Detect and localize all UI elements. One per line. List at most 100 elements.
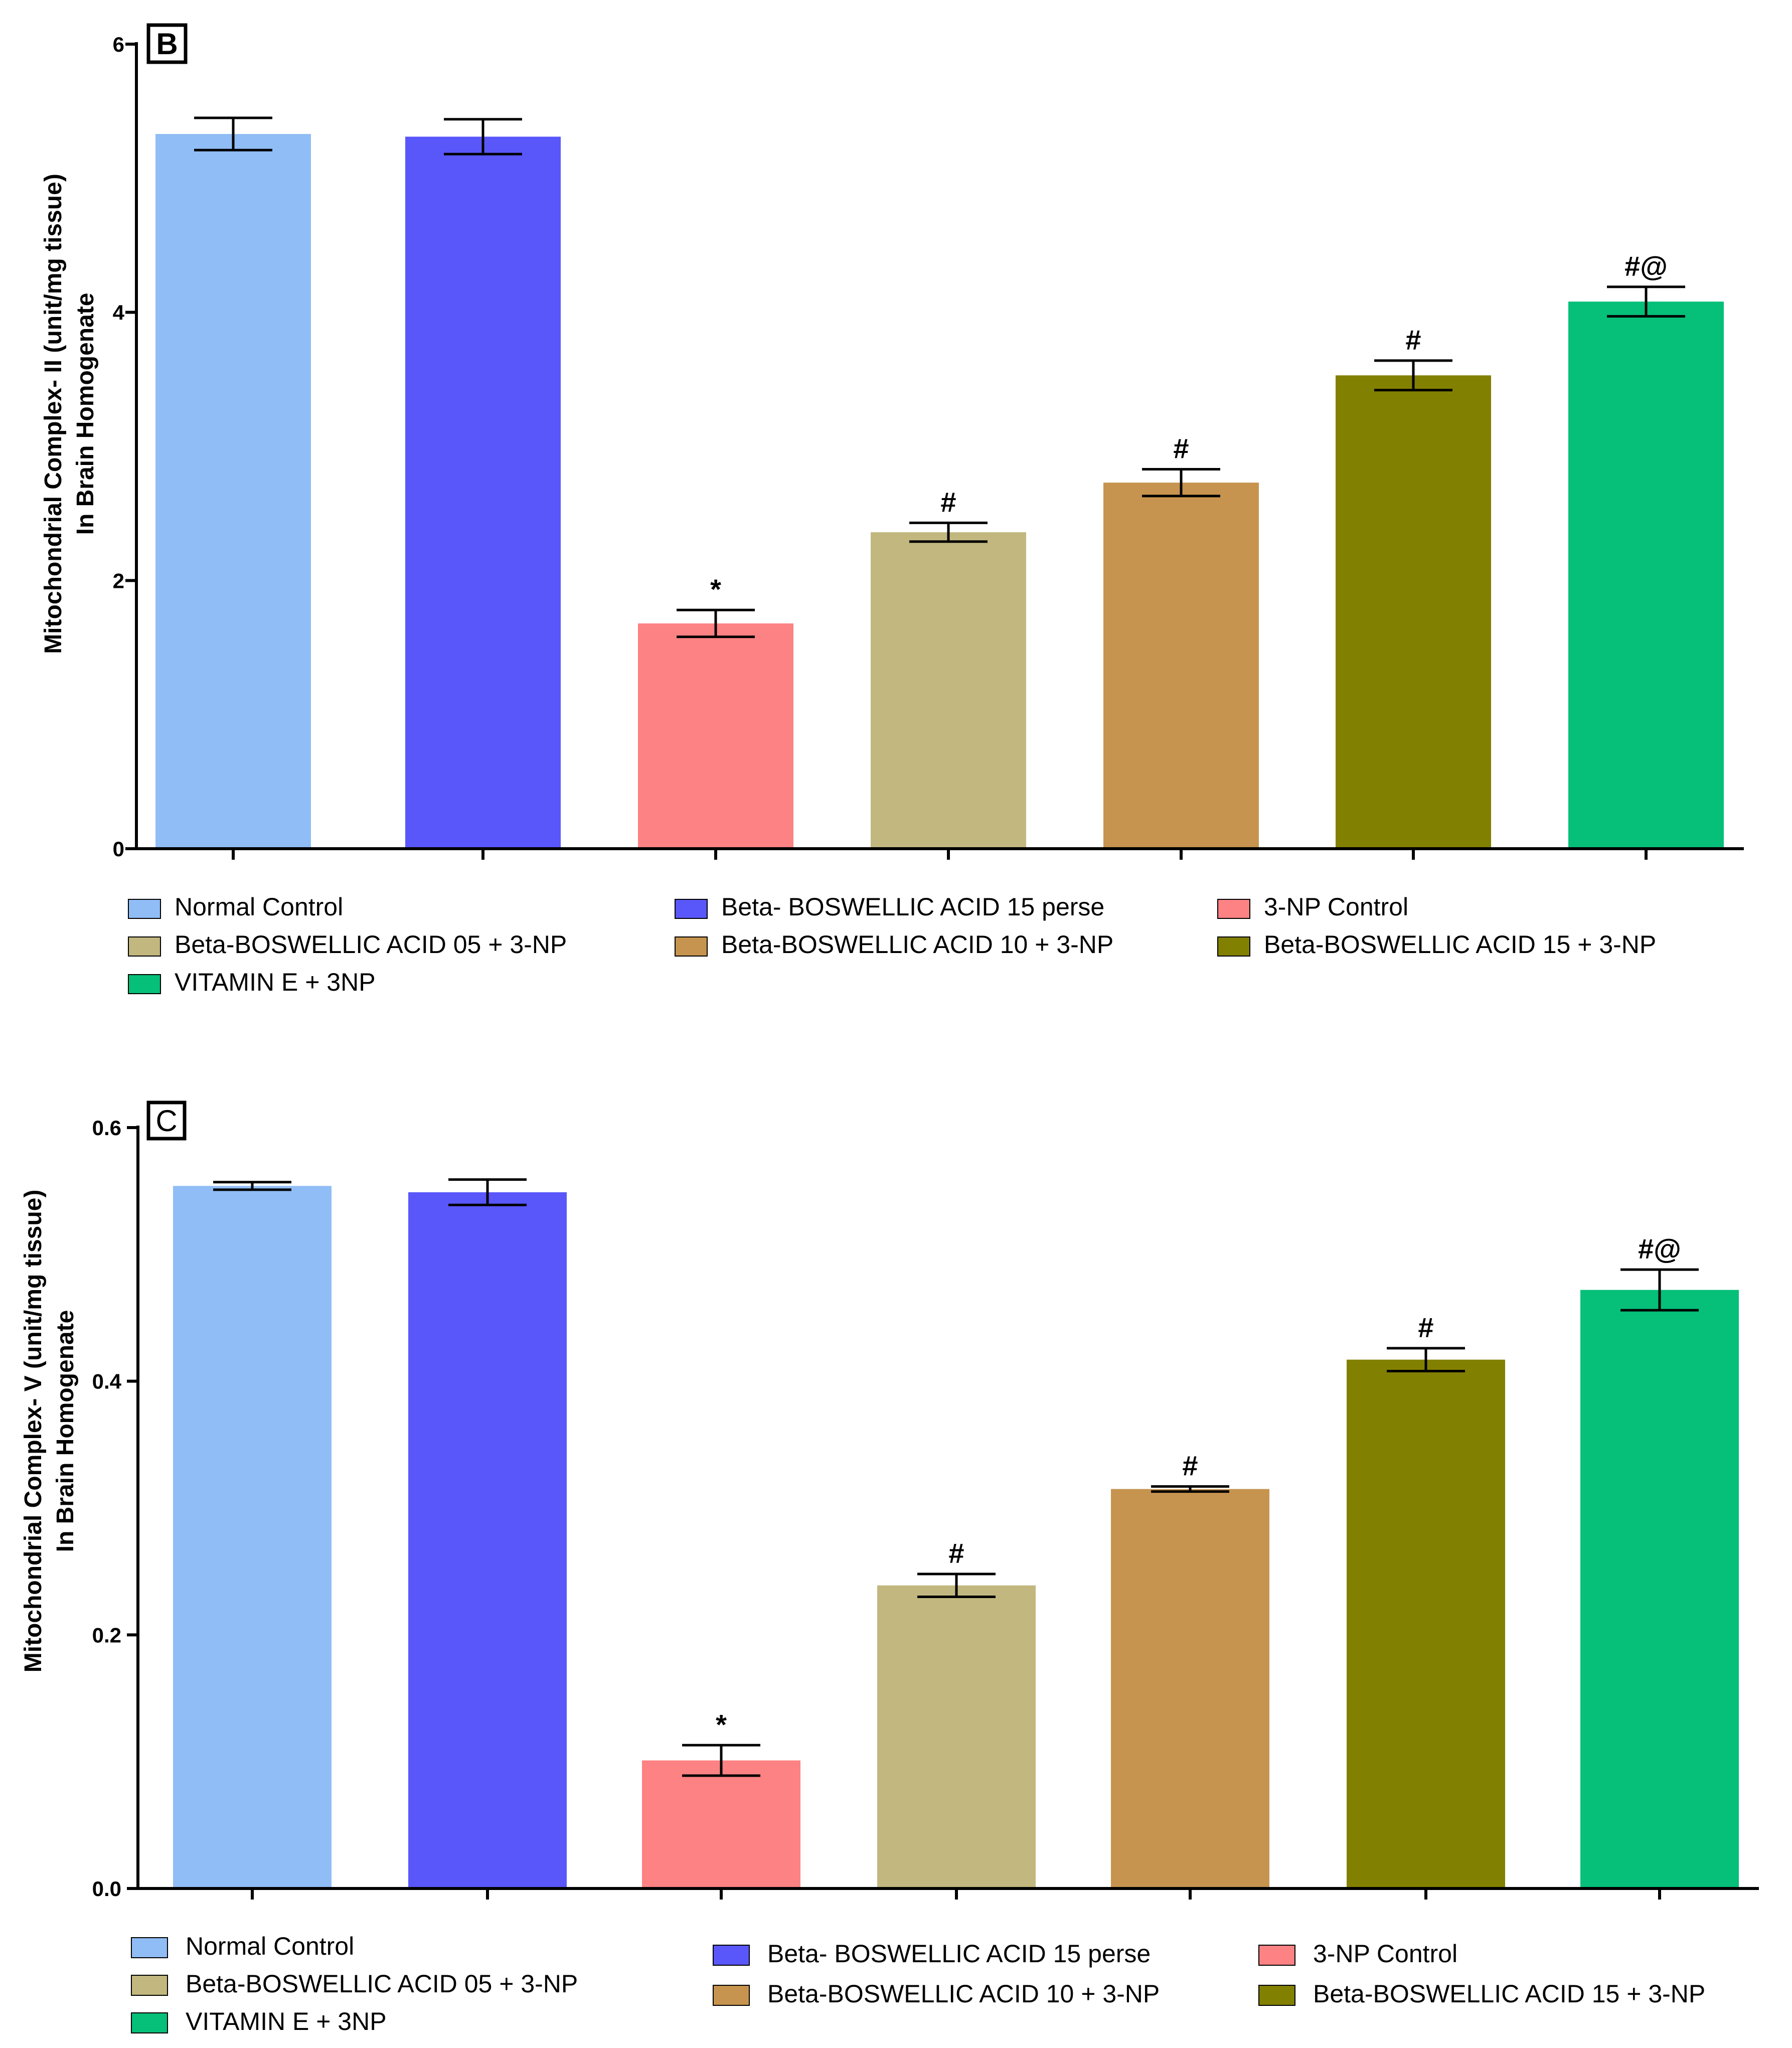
panel-b-legend: Normal Control Beta- BOSWELLIC ACID 15 pe…: [128, 893, 1656, 996]
panel-c-error-bar-1: [213, 1181, 291, 1191]
panel-b-legend-item-4: Beta-BOSWELLIC ACID 05 + 3-NP: [128, 930, 567, 959]
panel-c-label: C: [155, 1104, 177, 1138]
panel-b-y-tick-label-2: 4: [113, 301, 125, 325]
panel-c-bar-5: [1111, 1489, 1269, 1888]
panel-c-legend-item-2: Beta- BOSWELLIC ACID 15 perse: [713, 1940, 1151, 1968]
panel-c-y-tick-label-1: 0.2: [92, 1623, 121, 1647]
panel-c-legend-swatch-5: [713, 1985, 750, 2006]
panel-b-error-bar-3: [677, 608, 755, 639]
panel-c-y-tick-label-3: 0.6: [92, 1116, 121, 1140]
panel-b-significance-6: #: [1405, 324, 1421, 356]
panel-b-legend-label-4: Beta-BOSWELLIC ACID 05 + 3-NP: [175, 930, 567, 959]
panel-c-error-bar-6: [1387, 1347, 1465, 1372]
panel-c-error-bar-5: [1151, 1485, 1229, 1493]
panel-c-legend-swatch-7: [131, 2012, 168, 2033]
panel-c-error-bar-4: [917, 1572, 996, 1598]
panel-b-y-tick-label-3: 6: [113, 33, 124, 56]
panel-c-legend-label-3: 3-NP Control: [1313, 1940, 1457, 1968]
panel-c-legend-label-5: Beta-BOSWELLIC ACID 10 + 3-NP: [767, 1980, 1160, 2008]
panel-b-error-bar-6: [1374, 359, 1452, 392]
panel-b-legend-label-5: Beta-BOSWELLIC ACID 10 + 3-NP: [721, 930, 1113, 959]
panel-b-legend-label-7: VITAMIN E + 3NP: [175, 968, 376, 996]
panel-b-y-tick-label-1: 2: [113, 569, 124, 592]
panel-c-bar-1: [173, 1186, 332, 1888]
panel-b-legend-swatch-4: [128, 936, 161, 957]
panel-c-bar-6: [1347, 1359, 1505, 1888]
panel-b-y-tick-label-0: 0: [113, 837, 124, 861]
panel-b-significance-7: #@: [1624, 250, 1668, 282]
panel-b-legend-swatch-2: [675, 899, 708, 919]
panel-b-error-bar-7: [1607, 285, 1685, 318]
panel-b-label-box: [146, 23, 188, 64]
panel-c-error-bar-3: [682, 1744, 760, 1777]
panel-c-legend-swatch-6: [1258, 1985, 1295, 2006]
panel-c-error-bar-2: [448, 1178, 527, 1206]
panel-c-plot-area: * # # # #@ 0.0 0.2 0.4 0.6: [92, 1116, 1759, 1901]
panel-c-legend-swatch-3: [1258, 1945, 1295, 1966]
panel-c-legend-item-4: Beta-BOSWELLIC ACID 05 + 3-NP: [131, 1970, 578, 1998]
panel-b-bar-4: [871, 532, 1026, 849]
panel-c-chart: C Mitochondrial Complex- V (unit/mg tiss…: [20, 1100, 1759, 2035]
panel-b-legend-label-2: Beta- BOSWELLIC ACID 15 perse: [721, 893, 1104, 921]
panel-b-significance-3: *: [710, 573, 721, 605]
panel-b-error-bar-1: [194, 116, 272, 151]
panel-b-legend-swatch-5: [675, 936, 708, 957]
panel-c-legend-label-4: Beta-BOSWELLIC ACID 05 + 3-NP: [186, 1970, 578, 1998]
panel-b-bar-3: [638, 623, 793, 849]
panel-b-legend-item-3: 3-NP Control: [1217, 893, 1408, 921]
panel-b-bar-1: [155, 134, 311, 849]
panel-b-error-bar-2: [444, 118, 522, 155]
panel-b-significance-5: #: [1173, 432, 1189, 464]
panel-b-legend-item-2: Beta- BOSWELLIC ACID 15 perse: [675, 893, 1104, 921]
panel-b-legend-swatch-3: [1217, 899, 1250, 919]
panel-c-significance-5: #: [1182, 1450, 1198, 1482]
panel-c-legend-item-1: Normal Control: [131, 1932, 354, 1960]
panel-b-chart: B Mitochondrial Complex- II (unit/mg tis…: [40, 23, 1744, 996]
panel-c-significance-7: #@: [1638, 1233, 1681, 1265]
panel-b-bar-2: [405, 136, 561, 849]
panel-b-legend-item-5: Beta-BOSWELLIC ACID 10 + 3-NP: [675, 930, 1113, 959]
panel-c-legend-item-6: Beta-BOSWELLIC ACID 15 + 3-NP: [1258, 1980, 1705, 2008]
panel-b-y-axis-title: Mitochondrial Complex- II (unit/mg tissu…: [40, 174, 99, 654]
panel-c-bar-4: [877, 1585, 1036, 1888]
panel-c-legend-item-7: VITAMIN E + 3NP: [131, 2007, 387, 2035]
panel-b-label: B: [156, 27, 178, 61]
panel-c-y-axis-title-line1: Mitochondrial Complex- V (unit/mg tissue…: [20, 1190, 47, 1673]
panel-c-bar-3: [642, 1760, 800, 1888]
panel-b-error-bar-4: [909, 521, 988, 543]
panel-c-label-box: [146, 1100, 187, 1141]
panel-c-legend-label-1: Normal Control: [186, 1932, 354, 1960]
panel-c-error-bar-7: [1620, 1268, 1699, 1312]
panel-b-legend-label-1: Normal Control: [175, 893, 343, 921]
panel-c-y-tick-label-0: 0.0: [92, 1877, 121, 1901]
panel-b-legend-swatch-1: [128, 899, 161, 919]
panel-b-legend-label-6: Beta-BOSWELLIC ACID 15 + 3-NP: [1264, 930, 1656, 959]
panel-b-significance-4: #: [940, 486, 956, 518]
panel-c-legend: Normal Control Beta- BOSWELLIC ACID 15 pe…: [131, 1932, 1705, 2035]
panel-c-y-axis-title-line2: In Brain Homogenate: [52, 1310, 79, 1552]
panel-b-y-axis-title-line1: Mitochondrial Complex- II (unit/mg tissu…: [40, 174, 67, 654]
panel-b-error-bar-5: [1142, 467, 1220, 498]
panel-c-significance-4: #: [948, 1537, 964, 1569]
panel-c-legend-label-7: VITAMIN E + 3NP: [186, 2007, 387, 2035]
panel-b-legend-label-3: 3-NP Control: [1264, 893, 1408, 921]
panel-b-legend-swatch-6: [1217, 936, 1250, 957]
panel-b-bar-5: [1103, 483, 1259, 849]
panel-b-bar-6: [1336, 375, 1491, 849]
panel-b-y-axis-title-line2: In Brain Homogenate: [72, 293, 99, 535]
panel-c-bar-7: [1580, 1290, 1739, 1888]
panel-b-legend-item-1: Normal Control: [128, 893, 343, 921]
panel-c-legend-item-3: 3-NP Control: [1258, 1940, 1457, 1968]
panel-c-legend-swatch-1: [131, 1937, 168, 1958]
panel-c-legend-swatch-4: [131, 1975, 168, 1996]
panel-b-legend-swatch-7: [128, 974, 161, 994]
panel-c-legend-label-6: Beta-BOSWELLIC ACID 15 + 3-NP: [1313, 1980, 1705, 2008]
panel-c-legend-label-2: Beta- BOSWELLIC ACID 15 perse: [767, 1940, 1151, 1968]
panel-b-legend-item-7: VITAMIN E + 3NP: [128, 968, 376, 996]
panel-c-bar-2: [408, 1192, 567, 1888]
panel-c-y-axis-title: Mitochondrial Complex- V (unit/mg tissue…: [20, 1190, 79, 1673]
panel-b-plot-area: * # # # #@ 0 2 4 6: [113, 33, 1744, 861]
panel-c-significance-6: #: [1418, 1312, 1433, 1343]
panel-c-legend-item-5: Beta-BOSWELLIC ACID 10 + 3-NP: [713, 1980, 1160, 2008]
